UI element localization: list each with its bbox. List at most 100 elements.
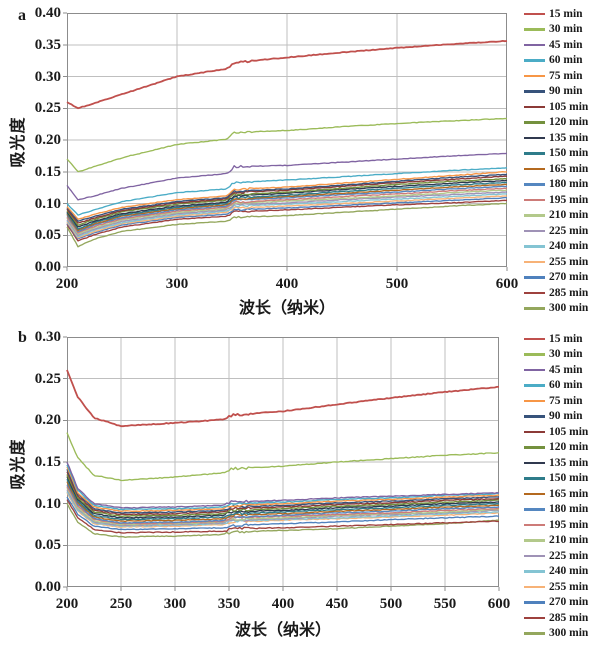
- legend-item: 240 min: [524, 239, 588, 255]
- legend-item: 120 min: [524, 115, 588, 131]
- panel-label-a: a: [18, 7, 26, 24]
- legend-line-swatch: [524, 523, 545, 526]
- x-tick-label: 350: [217, 596, 241, 612]
- y-tick-label: 0.20: [34, 132, 61, 148]
- y-tick-label: 0.10: [34, 495, 61, 512]
- legend-line-swatch: [524, 183, 545, 186]
- legend-item: 225 min: [524, 548, 588, 564]
- x-tick-label: 550: [433, 596, 457, 612]
- legend-item: 255 min: [524, 579, 588, 595]
- legend-item: 165 min: [524, 486, 588, 502]
- legend-line-swatch: [524, 28, 545, 31]
- legend-item-label: 165 min: [549, 487, 589, 500]
- x-tick-label: 450: [325, 596, 349, 612]
- legend-item: 210 min: [524, 533, 588, 549]
- legend-item-label: 195 min: [549, 518, 589, 531]
- legend-line-swatch: [524, 198, 545, 201]
- legend-line-swatch: [524, 291, 545, 294]
- legend-item: 165 min: [524, 161, 588, 177]
- y-tick-label: 0.25: [34, 370, 61, 387]
- x-tick-label: 300: [163, 596, 187, 612]
- panel-label-b: b: [18, 329, 27, 346]
- legend-line-swatch: [524, 399, 545, 402]
- legend-item-label: 285 min: [549, 286, 589, 299]
- legend-item-label: 210 min: [549, 209, 589, 222]
- legend-item-label: 135 min: [549, 456, 589, 469]
- legend-item-label: 285 min: [549, 611, 589, 624]
- y-tick-label: 0.15: [34, 163, 61, 180]
- legend-item: 195 min: [524, 517, 588, 533]
- legend-item: 135 min: [524, 455, 588, 471]
- legend-line-swatch: [524, 508, 545, 511]
- legend-item-label: 45 min: [549, 363, 583, 376]
- legend-item-label: 210 min: [549, 534, 589, 547]
- legend-item-label: 180 min: [549, 503, 589, 516]
- legend-line-swatch: [524, 601, 545, 604]
- y-tick-label: 0.25: [34, 100, 61, 117]
- plot-a: [63, 12, 508, 271]
- legend-item: 240 min: [524, 564, 588, 580]
- legend-line-swatch: [524, 245, 545, 248]
- legend-item: 180 min: [524, 177, 588, 193]
- legend-item: 285 min: [524, 610, 588, 626]
- x-tick-label: 250: [109, 596, 133, 612]
- legend-item-label: 255 min: [549, 580, 589, 593]
- legend-line-swatch: [524, 229, 545, 232]
- legend-line-swatch: [524, 43, 545, 46]
- legend-item-label: 150 min: [549, 147, 589, 160]
- legend-item: 90 min: [524, 84, 588, 100]
- legend-item-label: 240 min: [549, 565, 589, 578]
- legend-item: 15 min: [524, 6, 588, 22]
- legend-line-swatch: [524, 74, 545, 77]
- legend-item-label: 30 min: [549, 348, 583, 361]
- legend-line-swatch: [524, 492, 545, 495]
- legend-item: 75 min: [524, 68, 588, 84]
- y-tick-label: 0.20: [34, 412, 61, 429]
- y-tick-label: 0.15: [34, 454, 61, 470]
- legend-item-label: 45 min: [549, 38, 583, 51]
- x-axis-title-b: 波长（纳米）: [234, 622, 331, 639]
- legend-b: 15 min 30 min 45 min 60 min 75 min 90 min 105 …: [524, 331, 588, 641]
- legend-item-label: 60 min: [549, 54, 583, 67]
- y-tick-label: 0.00: [34, 259, 61, 275]
- legend-item-label: 255 min: [549, 255, 589, 268]
- legend-line-swatch: [524, 585, 545, 588]
- legend-item: 225 min: [524, 223, 588, 239]
- legend-item: 195 min: [524, 192, 588, 208]
- legend-item: 255 min: [524, 254, 588, 270]
- legend-line-swatch: [524, 616, 545, 619]
- legend-item-label: 300 min: [549, 302, 589, 315]
- legend-line-swatch: [524, 136, 545, 139]
- legend-item-label: 240 min: [549, 240, 589, 253]
- legend-line-swatch: [524, 152, 545, 155]
- legend-item: 45 min: [524, 362, 588, 378]
- legend-line-swatch: [524, 307, 545, 310]
- legend-item-label: 15 min: [549, 7, 583, 20]
- plot-b: [63, 336, 500, 591]
- legend-line-swatch: [524, 105, 545, 108]
- legend-item: 30 min: [524, 347, 588, 363]
- legend-item-label: 225 min: [549, 549, 589, 562]
- x-axis-title-a: 波长（纳米）: [238, 300, 335, 317]
- legend-line-swatch: [524, 90, 545, 93]
- legend-item-label: 300 min: [549, 627, 589, 640]
- legend-item: 135 min: [524, 130, 588, 146]
- legend-line-swatch: [524, 477, 545, 480]
- legend-item: 60 min: [524, 378, 588, 394]
- legend-line-swatch: [524, 260, 545, 263]
- legend-line-swatch: [524, 368, 545, 371]
- y-tick-label: 0.10: [34, 195, 61, 212]
- legend-line-swatch: [524, 415, 545, 418]
- legend-item-label: 180 min: [549, 178, 589, 191]
- legend-item: 105 min: [524, 424, 588, 440]
- legend-item: 30 min: [524, 22, 588, 38]
- y-tick-label: 0.30: [34, 329, 61, 345]
- legend-item-label: 135 min: [549, 131, 589, 144]
- legend-line-swatch: [524, 446, 545, 449]
- x-tick-label: 500: [379, 596, 403, 612]
- y-tick-label: 0.00: [34, 579, 61, 595]
- legend-item: 300 min: [524, 301, 588, 317]
- legend-line-swatch: [524, 59, 545, 62]
- legend-item-label: 225 min: [549, 224, 589, 237]
- legend-line-swatch: [524, 461, 545, 464]
